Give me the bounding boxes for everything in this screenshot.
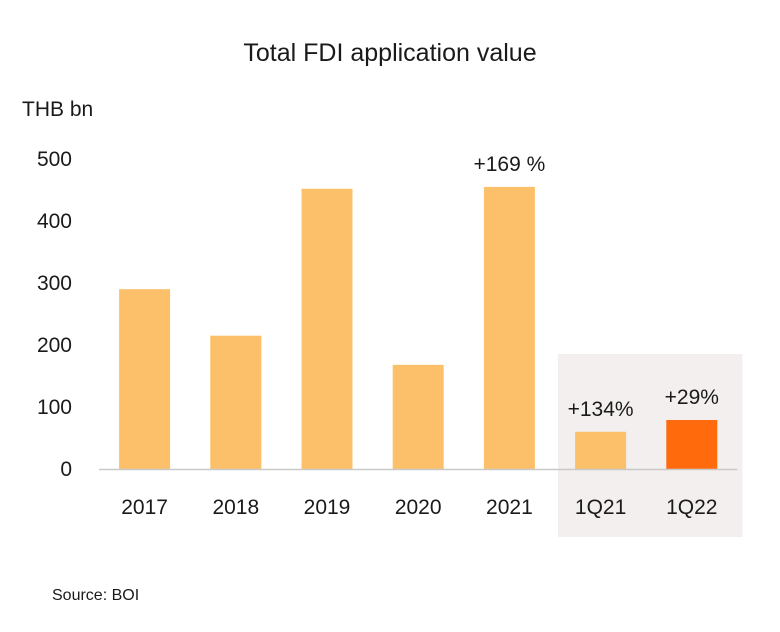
bar-2017 <box>119 289 171 469</box>
bar-2020 <box>392 364 444 469</box>
bar-2018 <box>210 335 262 469</box>
x-tick-label: 2020 <box>395 496 442 519</box>
data-label-1q22: +29% <box>665 386 719 409</box>
bar-1q22 <box>666 420 718 469</box>
y-axis-unit: THB bn <box>22 98 93 121</box>
y-tick-labels: 0 100 200 300 400 500 <box>37 148 72 481</box>
x-tick-label: 1Q21 <box>575 496 626 519</box>
data-label-1q21: +134% <box>568 398 634 421</box>
bar-1q21 <box>575 431 627 469</box>
y-tick-label: 200 <box>37 334 72 357</box>
bar-group <box>119 186 718 469</box>
chart-title: Total FDI application value <box>243 39 536 67</box>
y-tick-label: 0 <box>60 458 72 481</box>
x-tick-labels: 2017 2018 2019 2020 2021 1Q21 1Q22 <box>121 496 717 519</box>
data-annotations: +169 % +134% +29% <box>473 153 718 421</box>
y-tick-label: 100 <box>37 396 72 419</box>
y-tick-label: 500 <box>37 148 72 171</box>
data-label-2021: +169 % <box>473 153 545 176</box>
y-tick-label: 300 <box>37 272 72 295</box>
x-tick-label: 2021 <box>486 496 533 519</box>
x-tick-label: 2017 <box>121 496 168 519</box>
y-tick-label: 400 <box>37 210 72 233</box>
x-tick-label: 2018 <box>212 496 259 519</box>
bar-2021 <box>483 186 535 469</box>
bar-2019 <box>301 188 353 469</box>
x-tick-label: 1Q22 <box>666 496 717 519</box>
x-tick-label: 2019 <box>304 496 351 519</box>
source-note: Source: BOI <box>52 587 139 604</box>
